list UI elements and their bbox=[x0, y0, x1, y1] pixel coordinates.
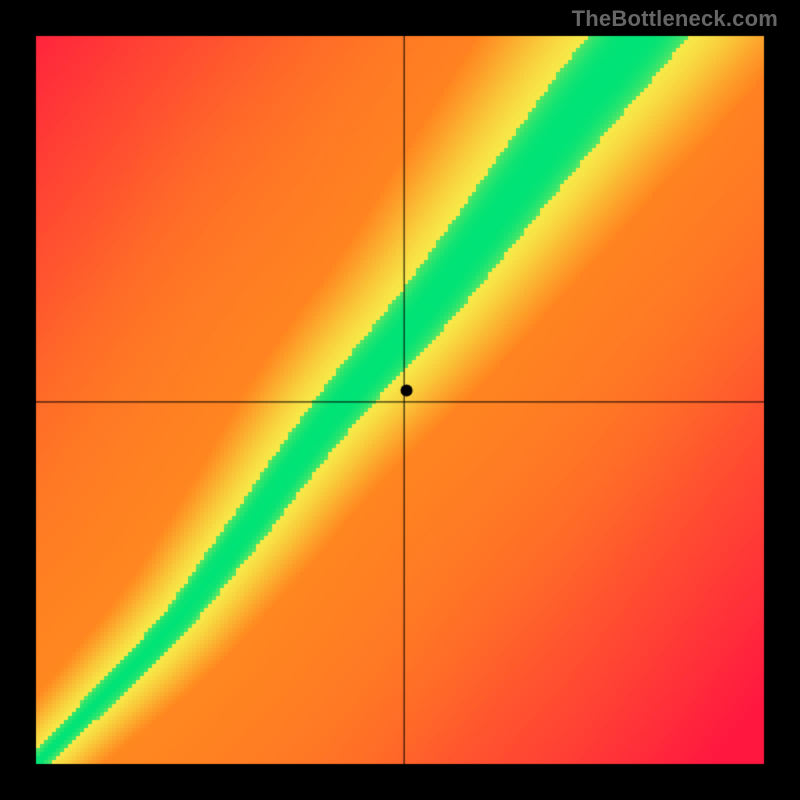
bottleneck-heatmap bbox=[0, 0, 800, 800]
chart-container: TheBottleneck.com bbox=[0, 0, 800, 800]
watermark-text: TheBottleneck.com bbox=[572, 6, 778, 32]
